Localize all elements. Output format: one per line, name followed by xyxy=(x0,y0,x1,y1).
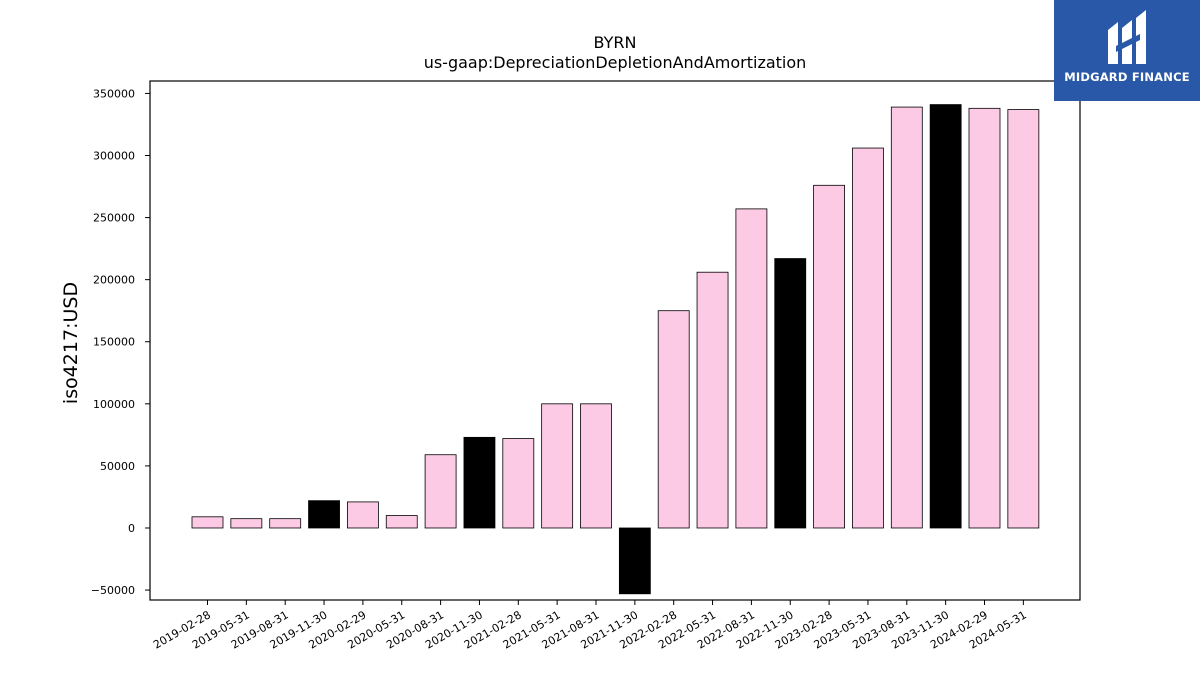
bar-2022-11-30 xyxy=(774,258,807,529)
y-axis: −50000 0 50000 100000 150000 200000 250000 3000… xyxy=(91,87,150,597)
bar-2023-11-30 xyxy=(929,104,962,529)
chart-title: BYRN xyxy=(594,33,637,52)
bar-2021-11-30 xyxy=(618,527,651,595)
chart-subtitle: us-gaap:DepreciationDepletionAndAmortiza… xyxy=(424,53,807,72)
bar-2021-05-31 xyxy=(541,403,574,529)
bar-2023-08-31 xyxy=(890,106,923,529)
y-axis-label: iso4217:USD xyxy=(60,282,82,404)
bar-2023-02-28 xyxy=(813,184,845,529)
bar-2019-02-28 xyxy=(191,516,224,529)
y-tick-label: 200000 xyxy=(93,274,135,287)
bar-2020-11-30 xyxy=(463,436,496,529)
y-tick-label: 50000 xyxy=(100,460,135,473)
midgard-logo-icon xyxy=(1108,10,1146,64)
y-tick-label: 350000 xyxy=(93,87,135,100)
x-axis: 2019-02-282019-05-312019-08-312019-11-30… xyxy=(151,600,1029,652)
bar-2022-08-31 xyxy=(735,208,768,529)
bar-2019-11-30 xyxy=(308,500,340,529)
bar-2023-05-31 xyxy=(852,147,884,529)
y-tick-label: 100000 xyxy=(93,398,135,411)
midgard-finance-logo: MIDGARD FINANCE xyxy=(1054,0,1200,101)
bar-2021-02-28 xyxy=(502,438,535,529)
bar-2019-08-31 xyxy=(269,518,302,529)
y-tick-label: 0 xyxy=(128,522,135,535)
y-tick-label: 150000 xyxy=(93,336,135,349)
bars-group xyxy=(191,104,1040,595)
plot-frame xyxy=(149,80,1081,601)
bar-2021-08-31 xyxy=(580,403,612,529)
logo-text: MIDGARD FINANCE xyxy=(1064,70,1190,84)
bar-2020-08-31 xyxy=(424,454,457,529)
y-tick-label: 250000 xyxy=(93,212,135,225)
bar-2024-05-31 xyxy=(1007,109,1040,529)
bar-2020-02-29 xyxy=(346,501,379,529)
bar-2022-05-31 xyxy=(696,271,729,529)
bar-2024-02-29 xyxy=(968,107,1001,529)
y-tick-label: −50000 xyxy=(91,584,135,597)
bar-2020-05-31 xyxy=(385,515,418,529)
bar-2019-05-31 xyxy=(230,518,263,529)
bar-2022-02-28 xyxy=(657,310,690,529)
y-tick-label: 300000 xyxy=(93,149,135,162)
